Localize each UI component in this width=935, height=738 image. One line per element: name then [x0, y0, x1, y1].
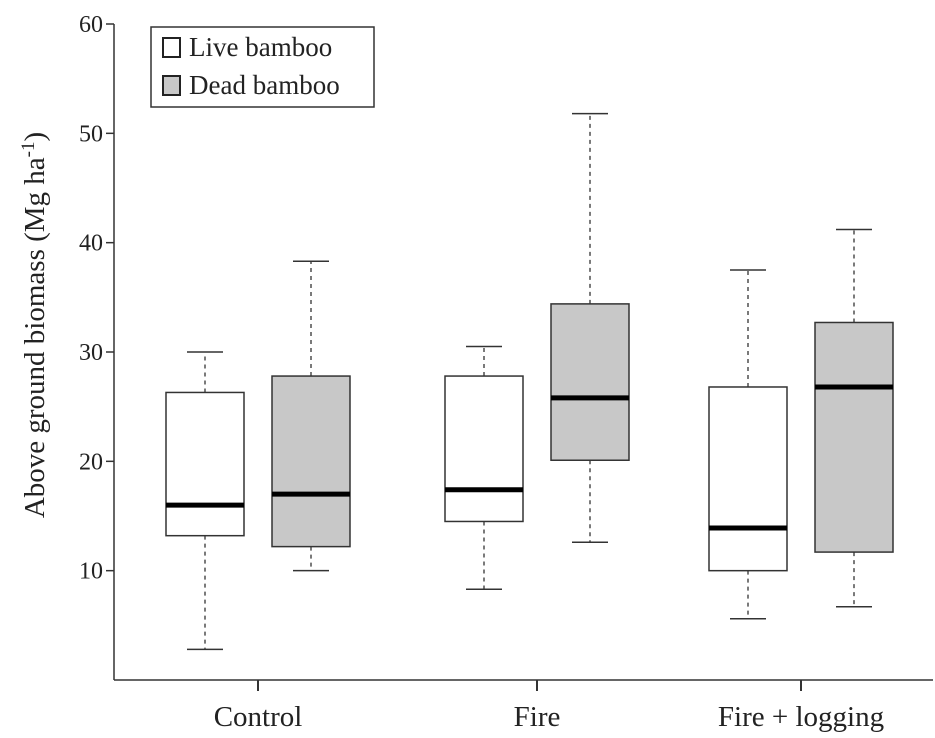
- legend: Live bamboo Dead bamboo: [150, 26, 375, 108]
- legend-label-dead: Dead bamboo: [189, 70, 340, 100]
- iqr-box: [271, 375, 351, 548]
- box-dead-1: [550, 112, 630, 543]
- svg-text:Above ground biomass (Mg ha-1): Above ground biomass (Mg ha-1): [18, 132, 52, 518]
- y-tick-label: 20: [79, 449, 103, 475]
- box-dead-2: [814, 228, 894, 608]
- legend-swatch-dead: [162, 75, 181, 96]
- y-tick-label: 60: [79, 12, 103, 38]
- box-dead-0: [271, 260, 351, 572]
- iqr-box: [444, 375, 524, 523]
- iqr-box: [708, 386, 788, 572]
- legend-label-live: Live bamboo: [189, 32, 332, 62]
- iqr-box: [814, 321, 894, 553]
- box-live-1: [444, 345, 524, 591]
- y-tick-label: 50: [79, 121, 103, 147]
- iqr-box: [550, 303, 630, 461]
- y-tick-label: 40: [79, 231, 103, 257]
- legend-frame: [150, 26, 375, 108]
- boxes: [165, 112, 894, 651]
- x-category-label: Control: [214, 701, 303, 733]
- box-live-0: [165, 351, 245, 651]
- x-category-label: Fire: [514, 701, 561, 733]
- y-axis-title-main: Above ground biomass (Mg ha: [19, 157, 51, 518]
- axes: 10 20 30 40 50 60 Control Fire Fire + logging: [79, 12, 933, 733]
- y-axis-title-sup: -1: [18, 142, 39, 158]
- legend-swatch-live: [162, 37, 181, 58]
- y-axis-title-close: ): [19, 132, 51, 142]
- iqr-box: [165, 391, 245, 537]
- x-category-label: Fire + logging: [718, 701, 884, 733]
- y-tick-label: 10: [79, 559, 103, 585]
- y-tick-label: 30: [79, 340, 103, 366]
- y-axis-title: Above ground biomass (Mg ha-1): [18, 132, 52, 518]
- box-live-2: [708, 269, 788, 620]
